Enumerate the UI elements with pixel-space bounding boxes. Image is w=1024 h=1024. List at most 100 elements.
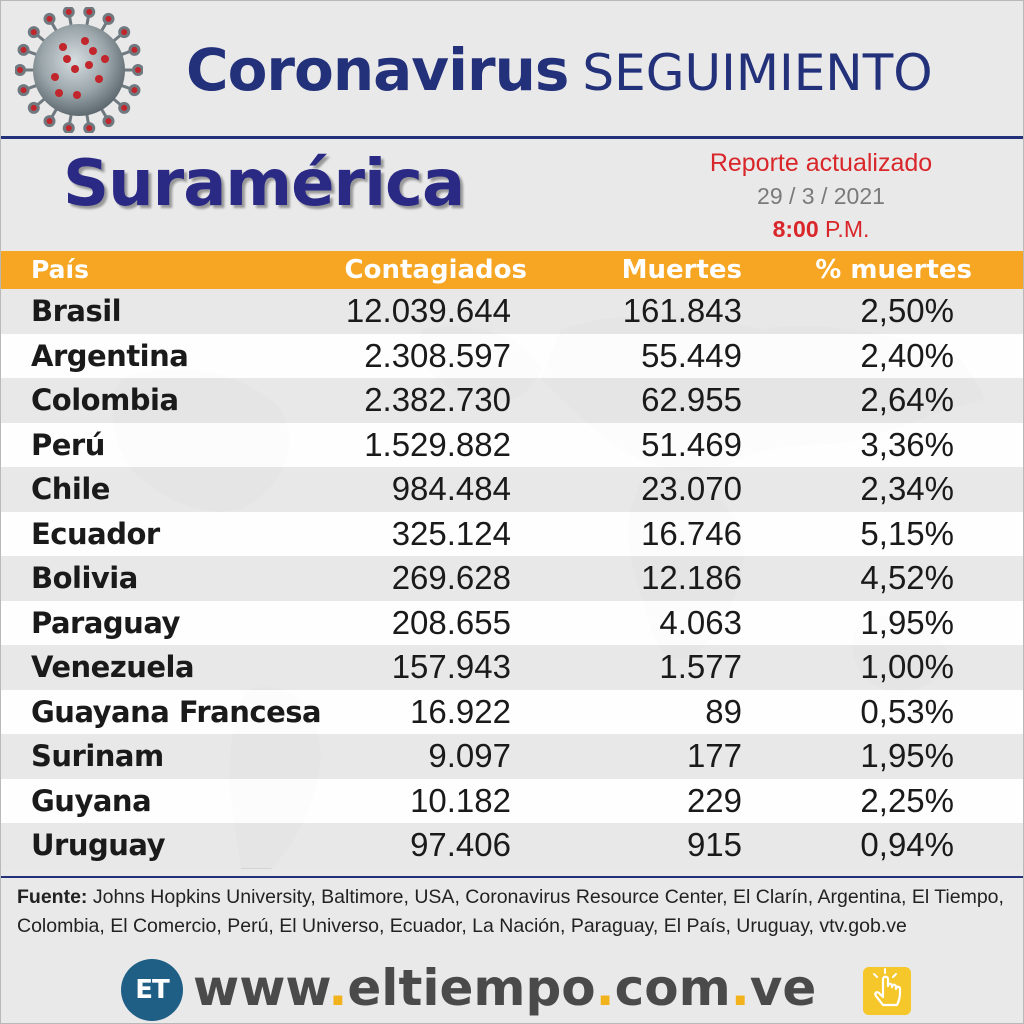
table-row: Chile 984.484 23.070 2,34% xyxy=(1,467,1023,512)
pct-cell: 2,40% xyxy=(860,336,954,374)
pct-cell: 4,52% xyxy=(860,559,954,596)
country-cell: Uruguay xyxy=(31,828,165,862)
pct-cell: 2,34% xyxy=(860,470,954,507)
table-row: Uruguay 97.406 915 0,94% xyxy=(1,823,1023,868)
cases-cell: 16.922 xyxy=(410,692,511,730)
pct-cell: 0,94% xyxy=(860,826,954,863)
report-date: 29 / 3 / 2021 xyxy=(757,183,885,209)
table-row: Bolivia 269.628 12.186 4,52% xyxy=(1,556,1023,601)
source-label: Fuente: xyxy=(17,886,88,908)
cases-cell: 9.097 xyxy=(428,737,511,774)
pct-cell: 5,15% xyxy=(860,514,954,552)
country-cell: Bolivia xyxy=(31,561,138,595)
country-cell: Paraguay xyxy=(31,605,180,640)
report-ampm: P.M. xyxy=(825,216,870,242)
bottom-divider xyxy=(1,876,1023,878)
pct-cell: 1,95% xyxy=(860,737,954,774)
cases-cell: 157.943 xyxy=(391,648,511,685)
url-dot: . xyxy=(730,959,750,1017)
deaths-cell: 55.449 xyxy=(641,336,742,374)
pct-cell: 2,25% xyxy=(860,781,954,819)
report-info: Reporte actualizado 29 / 3 / 2021 8:00 P… xyxy=(691,147,951,245)
table-row: Surinam 9.097 177 1,95% xyxy=(1,734,1023,779)
cases-cell: 97.406 xyxy=(410,826,511,863)
title-seguimiento: SEGUIMIENTO xyxy=(582,44,933,102)
country-cell: Ecuador xyxy=(31,516,160,551)
url-dot: . xyxy=(595,959,615,1017)
country-cell: Venezuela xyxy=(31,650,195,684)
source-text: Johns Hopkins University, Baltimore, USA… xyxy=(17,886,1004,937)
table-row: Guyana 10.182 229 2,25% xyxy=(1,778,1023,823)
cases-cell: 12.039.644 xyxy=(345,292,511,329)
pct-cell: 1,00% xyxy=(860,648,954,685)
report-time: 8:00 P.M. xyxy=(691,213,951,245)
deaths-cell: 161.843 xyxy=(622,292,742,329)
report-label: Reporte actualizado xyxy=(709,149,933,177)
country-cell: Chile xyxy=(31,472,110,506)
col-header-cases: Contagiados xyxy=(344,255,527,285)
table-body: Brasil 12.039.644 161.843 2,50% Argentina 2.3… xyxy=(1,289,1023,868)
table-header: País Contagiados Muertes % muertes xyxy=(1,251,1023,289)
cases-cell: 269.628 xyxy=(391,559,511,596)
country-cell: Argentina xyxy=(31,338,189,373)
deaths-cell: 12.186 xyxy=(641,559,742,596)
website-url[interactable]: www.eltiempo.com.ve xyxy=(193,953,816,1023)
pct-cell: 3,36% xyxy=(860,425,954,463)
table-row: Venezuela 157.943 1.577 1,00% xyxy=(1,645,1023,690)
col-header-deaths: Muertes xyxy=(621,255,742,285)
deaths-cell: 1.577 xyxy=(659,648,742,685)
footer: ET www.eltiempo.com.ve xyxy=(1,953,1023,1023)
table-row: Brasil 12.039.644 161.843 2,50% xyxy=(1,289,1023,334)
cases-cell: 2.382.730 xyxy=(364,381,511,418)
col-header-country: País xyxy=(31,255,89,284)
report-time-value: 8:00 xyxy=(772,216,819,242)
table-row: Guayana Francesa 16.922 89 0,53% xyxy=(1,689,1023,734)
url-part: eltiempo xyxy=(347,959,596,1017)
pct-cell: 2,50% xyxy=(860,292,954,329)
deaths-cell: 229 xyxy=(686,781,742,819)
table-row: Perú 1.529.882 51.469 3,36% xyxy=(1,422,1023,467)
deaths-cell: 51.469 xyxy=(641,425,742,463)
country-cell: Guyana xyxy=(31,783,152,818)
cases-cell: 984.484 xyxy=(391,470,511,507)
cases-cell: 1.529.882 xyxy=(364,425,511,463)
table-row: Paraguay 208.655 4.063 1,95% xyxy=(1,600,1023,645)
title-coronavirus: Coronavirus xyxy=(186,36,569,104)
url-part: www xyxy=(193,959,329,1017)
touch-hand-icon xyxy=(863,967,911,1015)
url-dot: . xyxy=(328,959,348,1017)
country-cell: Colombia xyxy=(31,383,179,417)
col-header-pct: % muertes xyxy=(815,255,972,285)
country-cell: Perú xyxy=(31,427,105,462)
top-divider xyxy=(1,136,1023,139)
et-logo: ET xyxy=(121,959,183,1021)
country-cell: Surinam xyxy=(31,739,164,773)
source-note: Fuente: Johns Hopkins University, Baltim… xyxy=(17,883,1013,941)
deaths-cell: 16.746 xyxy=(641,514,742,552)
pct-cell: 2,64% xyxy=(860,381,954,418)
url-part: com xyxy=(614,959,731,1017)
country-cell: Brasil xyxy=(31,294,122,328)
pct-cell: 0,53% xyxy=(860,692,954,730)
main-title: Coronavirus SEGUIMIENTO xyxy=(186,25,933,115)
table-row: Ecuador 325.124 16.746 5,15% xyxy=(1,511,1023,556)
cases-cell: 208.655 xyxy=(391,603,511,641)
region-title: Suramérica xyxy=(63,147,465,221)
deaths-cell: 23.070 xyxy=(641,470,742,507)
cases-cell: 325.124 xyxy=(391,514,511,552)
cases-cell: 10.182 xyxy=(410,781,511,819)
url-part: ve xyxy=(749,959,817,1017)
deaths-cell: 915 xyxy=(686,826,742,863)
table-row: Colombia 2.382.730 62.955 2,64% xyxy=(1,378,1023,423)
cases-cell: 2.308.597 xyxy=(364,336,511,374)
deaths-cell: 89 xyxy=(705,692,742,730)
table-row: Argentina 2.308.597 55.449 2,40% xyxy=(1,333,1023,378)
deaths-cell: 62.955 xyxy=(641,381,742,418)
coronavirus-icon xyxy=(15,7,143,133)
deaths-cell: 177 xyxy=(686,737,742,774)
pct-cell: 1,95% xyxy=(860,603,954,641)
data-table: País Contagiados Muertes % muertes Brasi… xyxy=(1,251,1023,868)
country-cell: Guayana Francesa xyxy=(31,694,322,729)
deaths-cell: 4.063 xyxy=(659,603,742,641)
